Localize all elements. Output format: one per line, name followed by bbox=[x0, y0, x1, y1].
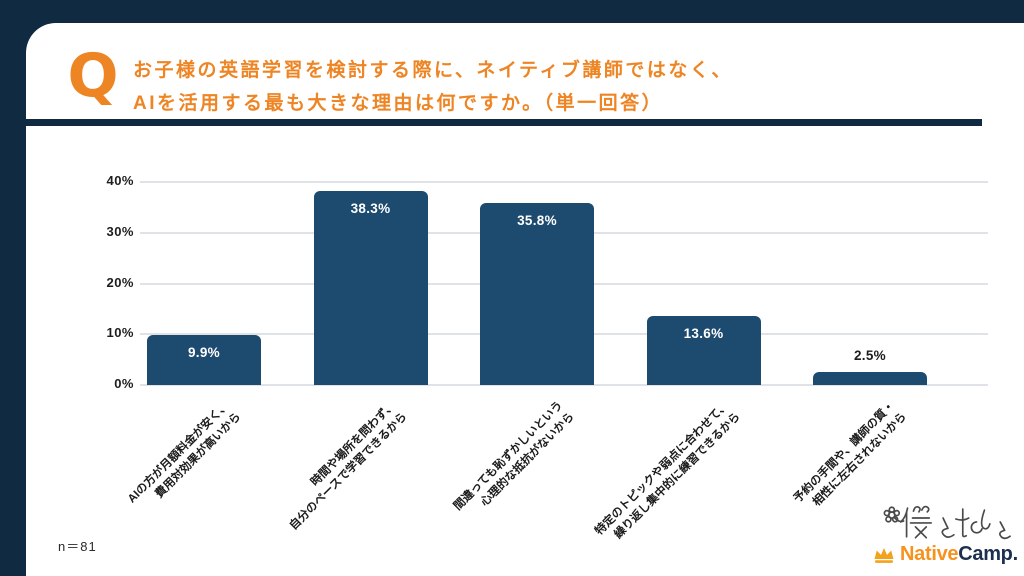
nativecamp-logo: NativeCamp. bbox=[872, 543, 1018, 566]
question-q-icon: Q bbox=[67, 41, 119, 111]
bar-value-label: 2.5% bbox=[854, 348, 886, 364]
question-title: お子様の英語学習を検討する際に、ネイティブ講師ではなく、 AIを活用する最も大き… bbox=[133, 54, 733, 120]
x-category-label: 特定のトピックや弱点に合わせて、 繰り返し集中的に練習できるから bbox=[593, 399, 743, 542]
brand-block: NativeCamp. bbox=[872, 495, 1018, 566]
bar-9.9% bbox=[147, 334, 261, 385]
y-axis-tick-label: 30% bbox=[106, 223, 134, 239]
y-axis-tick-label: 40% bbox=[106, 173, 134, 188]
nativecamp-wordmark: NativeCamp. bbox=[900, 543, 1018, 566]
gridline-40% bbox=[140, 181, 988, 183]
bokutowatashito-doodle-logo bbox=[883, 505, 1011, 540]
bar-value-label: 38.3% bbox=[350, 200, 391, 216]
question-title-line2: AIを活用する最も大きな理由は何ですか。（単一回答） bbox=[133, 93, 664, 114]
bar-38.3% bbox=[313, 190, 428, 385]
x-category-label: 時間や場所を問わず、 自分のペースで学習できるから bbox=[288, 399, 410, 533]
x-category-label: 間違っても恥ずかしいという 心理的な抵抗がないから bbox=[451, 399, 577, 513]
bar-13.6% bbox=[646, 315, 761, 385]
bar-35.8% bbox=[480, 203, 594, 385]
y-axis-tick-label: 10% bbox=[106, 325, 134, 341]
x-category-label: AIの方が月額料金が安く、 費用対効果が高いから bbox=[125, 399, 244, 506]
gridline-0% bbox=[140, 384, 988, 386]
content-panel: Q お子様の英語学習を検討する際に、ネイティブ講師ではなく、 AIを活用する最も… bbox=[26, 23, 1024, 576]
sample-size-label: n＝81 bbox=[58, 539, 97, 554]
bar-value-label: 13.6% bbox=[683, 325, 724, 341]
crown-icon bbox=[874, 547, 894, 563]
bar-value-label: 9.9% bbox=[188, 344, 220, 360]
bar-2.5% bbox=[813, 372, 927, 385]
logo-camp-text: Camp. bbox=[958, 543, 1018, 565]
y-axis-tick-label: 0% bbox=[114, 376, 134, 391]
bar-value-label: 35.8% bbox=[517, 213, 557, 229]
header-divider bbox=[26, 119, 982, 126]
y-axis-tick-label: 20% bbox=[106, 274, 134, 290]
bar-chart: 0% 10% 20% 30% 40% 9.9% AIの方が月額料金が安く、 費用対効果が高い… bbox=[26, 23, 1024, 576]
question-title-line1: お子様の英語学習を検討する際に、ネイティブ講師ではなく、 bbox=[133, 60, 733, 81]
logo-native-text: Native bbox=[900, 543, 959, 565]
